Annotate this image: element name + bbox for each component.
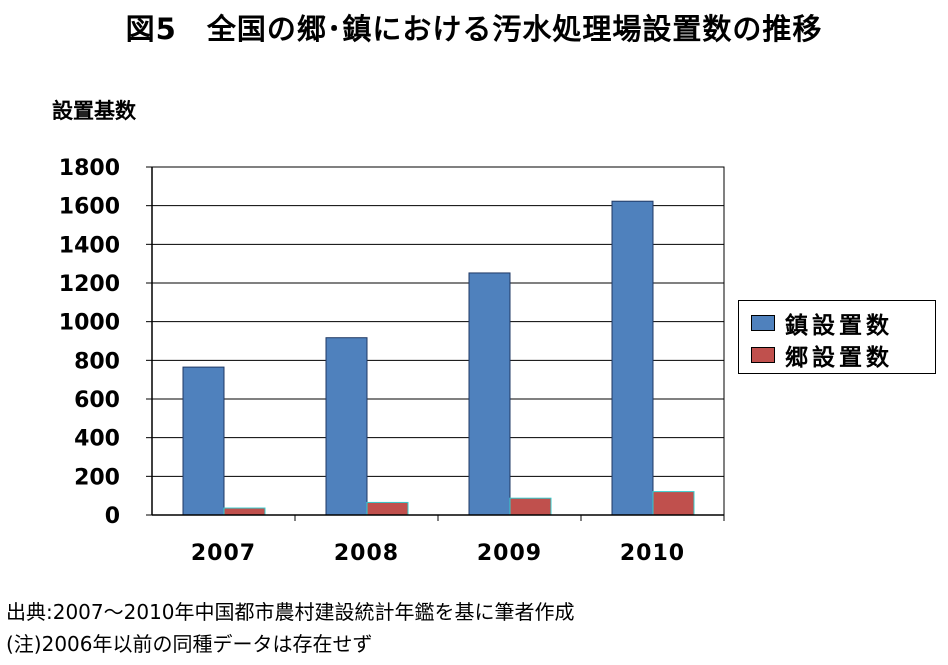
y-tick-label: 1200	[59, 272, 120, 297]
y-tick-label: 400	[74, 427, 120, 452]
y-tick-label: 1800	[59, 156, 120, 181]
y-tick-label: 1000	[59, 311, 120, 336]
y-tick-labels: 0 200 400 600 800 1000 1200 1400 1600 1800	[59, 156, 120, 529]
legend-swatch-village	[751, 347, 775, 363]
legend-label-village: 郷設置数	[785, 345, 893, 371]
y-axis-label: 設置基数	[52, 99, 137, 123]
y-tick-label: 1600	[59, 195, 120, 220]
y-tick-label: 600	[74, 388, 120, 413]
x-tick-label: 2010	[620, 541, 685, 566]
bar-village-2008	[366, 501, 409, 516]
x-tick-labels: 2007 2008 2009 2010	[191, 541, 685, 566]
y-tick-label: 1400	[59, 233, 120, 258]
axes	[146, 166, 725, 521]
bar-village-2009	[509, 497, 552, 516]
source-note: 出典:2007～2010年中国都市農村建設統計年鑑を基に筆者作成	[6, 600, 575, 624]
bar-village-2010	[652, 491, 695, 516]
bar-town-2009	[468, 272, 511, 516]
legend-label-town: 鎮設置数	[785, 313, 893, 339]
legend-item-village: 郷設置数	[751, 340, 893, 371]
footnote: (注)2006年以前の同種データは存在せず	[6, 632, 373, 656]
bar-town-2010	[611, 200, 654, 516]
bars	[182, 200, 695, 516]
legend-swatch-town	[751, 315, 775, 331]
legend: 鎮設置数 郷設置数	[738, 300, 936, 374]
bar-town-2008	[325, 337, 368, 516]
x-tick-label: 2007	[191, 541, 256, 566]
bar-town-2007	[182, 366, 225, 516]
y-tick-label: 200	[74, 465, 120, 490]
chart-title: 図5 全国の郷･鎮における汚水処理場設置数の推移	[125, 12, 823, 46]
bar-village-2007	[223, 507, 266, 516]
x-tick-label: 2008	[334, 541, 399, 566]
y-tick-label: 800	[74, 349, 120, 374]
x-tick-label: 2009	[477, 541, 542, 566]
legend-item-town: 鎮設置数	[751, 308, 893, 339]
y-tick-label: 0	[105, 504, 120, 529]
